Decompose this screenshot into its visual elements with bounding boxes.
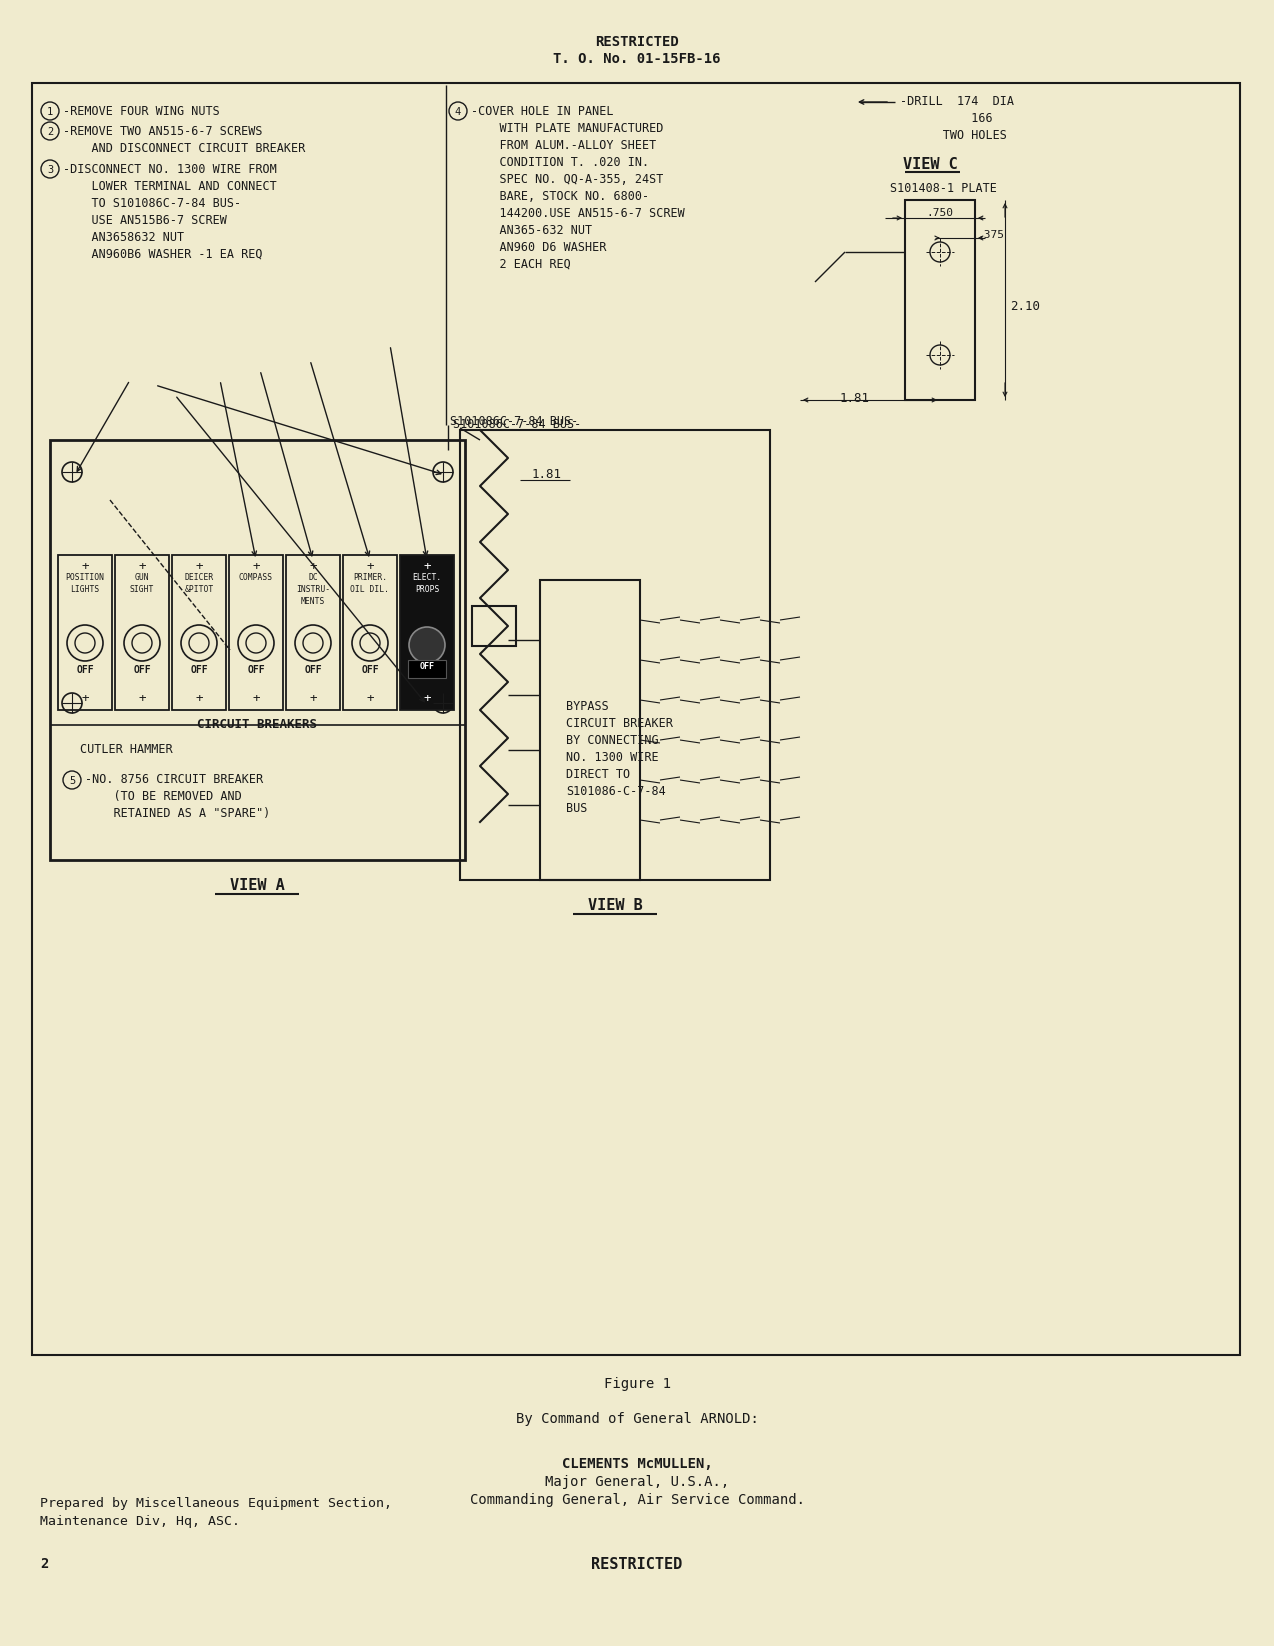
Text: .375: .375 [977, 230, 1004, 240]
Text: -REMOVE FOUR WING NUTS: -REMOVE FOUR WING NUTS [62, 105, 219, 119]
Text: OFF: OFF [419, 662, 434, 672]
Text: +: + [82, 560, 89, 573]
Text: 4: 4 [455, 107, 461, 117]
Text: DEICER
&PITOT: DEICER &PITOT [185, 573, 214, 594]
Text: Maintenance Div, Hq, ASC.: Maintenance Div, Hq, ASC. [39, 1514, 240, 1527]
Text: +: + [252, 691, 260, 704]
Text: -REMOVE TWO AN515-6-7 SCREWS
    AND DISCONNECT CIRCUIT BREAKER: -REMOVE TWO AN515-6-7 SCREWS AND DISCONN… [62, 125, 306, 155]
Text: S101408-1 PLATE: S101408-1 PLATE [891, 183, 996, 194]
Text: OFF: OFF [362, 665, 378, 675]
Text: OFF: OFF [247, 665, 265, 675]
Text: .750: .750 [926, 207, 953, 217]
Text: 1.81: 1.81 [533, 467, 562, 481]
Text: OFF: OFF [76, 665, 94, 675]
Text: 1: 1 [47, 107, 54, 117]
Bar [50, 439, 465, 859]
Text: 2: 2 [47, 127, 54, 137]
Text: OFF: OFF [134, 665, 150, 675]
Bar [343, 555, 397, 709]
Text: +: + [195, 560, 203, 573]
Text: +: + [423, 691, 431, 704]
Text: -COVER HOLE IN PANEL
    WITH PLATE MANUFACTURED
    FROM ALUM.-ALLOY SHEET
    : -COVER HOLE IN PANEL WITH PLATE MANUFACT… [471, 105, 684, 272]
Text: -DRILL  174  DIA
          166
      TWO HOLES: -DRILL 174 DIA 166 TWO HOLES [899, 95, 1014, 142]
Text: +: + [195, 691, 203, 704]
Text: +: + [139, 560, 145, 573]
Text: CIRCUIT BREAKERS: CIRCUIT BREAKERS [197, 718, 317, 731]
Text: S101086C-7-84 BUS-: S101086C-7-84 BUS- [450, 415, 578, 428]
Bar [905, 201, 975, 400]
Text: 3: 3 [47, 165, 54, 174]
Text: DC
INSTRU-
MENTS: DC INSTRU- MENTS [296, 573, 330, 606]
Bar [400, 555, 454, 709]
Text: Figure 1: Figure 1 [604, 1378, 670, 1391]
Text: CUTLER HAMMER: CUTLER HAMMER [80, 742, 172, 756]
Bar [285, 555, 340, 709]
Circle shape [409, 627, 445, 663]
Text: OFF: OFF [304, 665, 322, 675]
Text: RESTRICTED: RESTRICTED [595, 35, 679, 49]
Text: -NO. 8756 CIRCUIT BREAKER
    (TO BE REMOVED AND
    RETAINED AS A "SPARE"): -NO. 8756 CIRCUIT BREAKER (TO BE REMOVED… [85, 774, 270, 820]
Bar [115, 555, 169, 709]
Text: RESTRICTED: RESTRICTED [591, 1557, 683, 1572]
Text: ELECT.
PROPS: ELECT. PROPS [413, 573, 442, 594]
Bar [460, 430, 769, 881]
Text: OFF: OFF [190, 665, 208, 675]
Bar [229, 555, 283, 709]
Text: COMPASS: COMPASS [240, 573, 273, 583]
Text: Prepared by Miscellaneous Equipment Section,: Prepared by Miscellaneous Equipment Sect… [39, 1496, 392, 1509]
Bar [408, 660, 446, 678]
Text: PRIMER.
OIL DIL.: PRIMER. OIL DIL. [350, 573, 390, 594]
Text: Major General, U.S.A.,: Major General, U.S.A., [545, 1475, 729, 1490]
Text: +: + [82, 691, 89, 704]
Text: +: + [310, 691, 317, 704]
Text: Commanding General, Air Service Command.: Commanding General, Air Service Command. [470, 1493, 804, 1508]
Text: 2: 2 [39, 1557, 48, 1570]
Bar [59, 555, 112, 709]
Bar [471, 606, 516, 645]
Text: 5: 5 [69, 775, 75, 787]
Bar [172, 555, 225, 709]
Bar [540, 579, 640, 881]
Text: By Command of General ARNOLD:: By Command of General ARNOLD: [516, 1412, 758, 1425]
Text: CLEMENTS McMULLEN,: CLEMENTS McMULLEN, [562, 1457, 712, 1472]
Bar [32, 82, 1240, 1355]
Text: +: + [423, 560, 431, 573]
Text: T. O. No. 01-15FB-16: T. O. No. 01-15FB-16 [553, 53, 721, 66]
Text: +: + [252, 560, 260, 573]
Text: S101086C-7-84 BUS-: S101086C-7-84 BUS- [454, 418, 581, 431]
Text: GUN
SIGHT: GUN SIGHT [130, 573, 154, 594]
Text: VIEW B: VIEW B [587, 899, 642, 914]
Text: +: + [310, 560, 317, 573]
Text: +: + [139, 691, 145, 704]
Text: BYPASS
CIRCUIT BREAKER
BY CONNECTING
NO. 1300 WIRE
DIRECT TO
S101086-C-7-84
BUS: BYPASS CIRCUIT BREAKER BY CONNECTING NO.… [566, 700, 673, 815]
Text: VIEW C: VIEW C [902, 156, 957, 171]
Text: VIEW A: VIEW A [229, 877, 284, 894]
Text: -DISCONNECT NO. 1300 WIRE FROM
    LOWER TERMINAL AND CONNECT
    TO S101086C-7-: -DISCONNECT NO. 1300 WIRE FROM LOWER TER… [62, 163, 276, 262]
Text: +: + [366, 691, 373, 704]
Text: 1.81: 1.81 [840, 392, 870, 405]
Text: +: + [366, 560, 373, 573]
Text: 2.10: 2.10 [1010, 300, 1040, 313]
Text: POSITION
LIGHTS: POSITION LIGHTS [65, 573, 104, 594]
